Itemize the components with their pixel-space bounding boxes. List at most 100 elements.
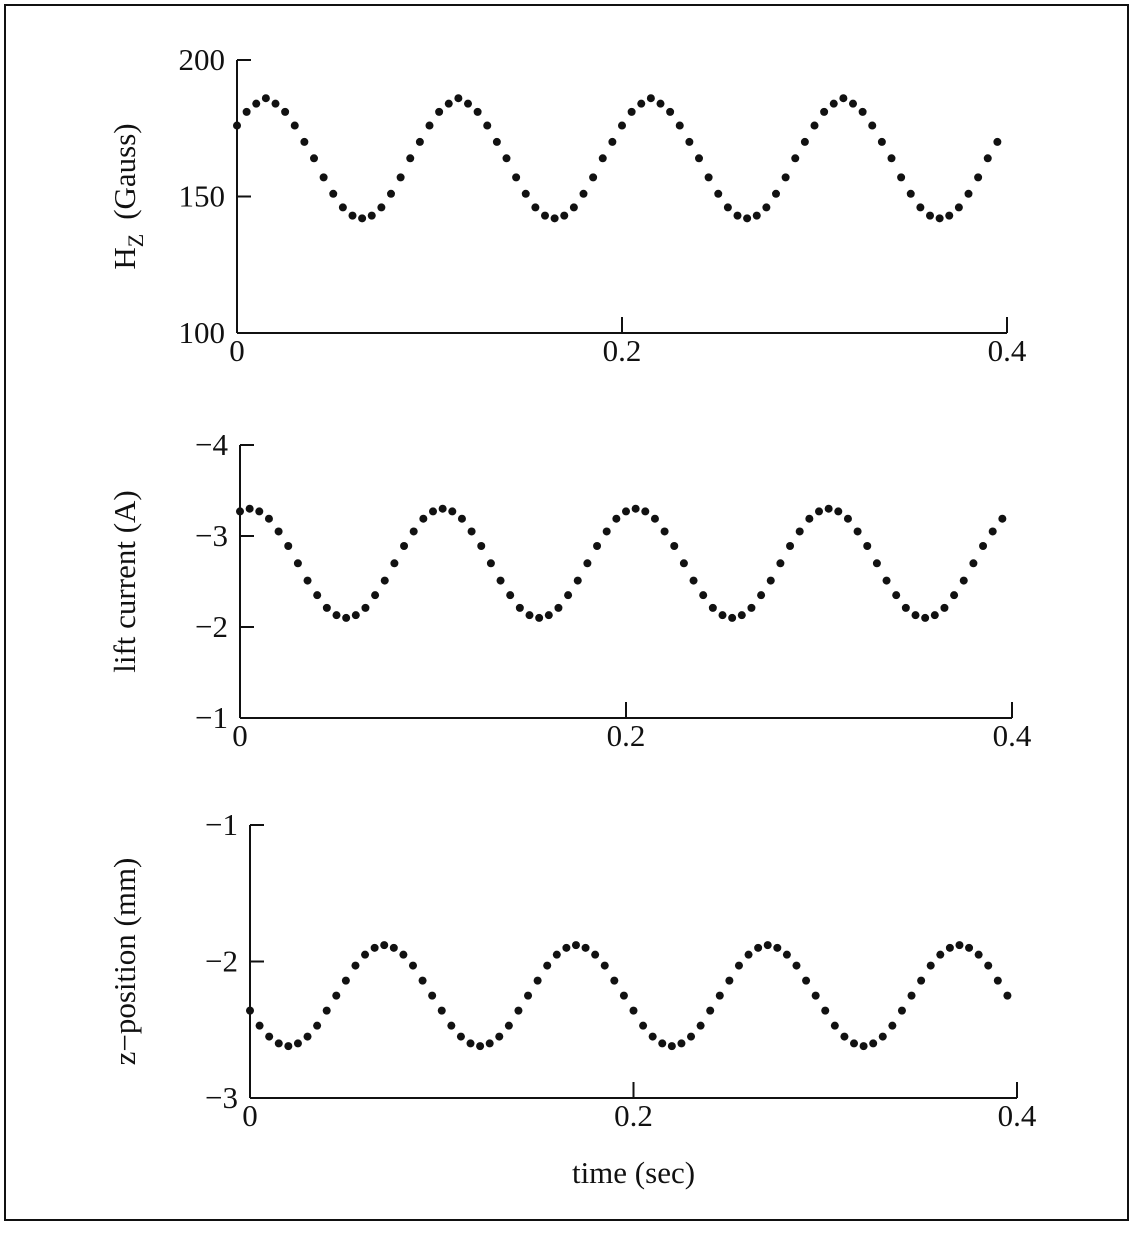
data-point — [872, 559, 881, 568]
data-point — [361, 950, 370, 959]
data-point — [415, 137, 424, 146]
data-point — [448, 507, 457, 516]
data-point — [521, 189, 530, 198]
data-point — [650, 514, 659, 523]
data-point — [763, 941, 772, 950]
data-point — [988, 527, 997, 536]
data-point — [492, 137, 501, 146]
data-point — [319, 173, 328, 182]
data-point — [850, 1039, 859, 1048]
x-tick-label: 0.2 — [614, 1098, 653, 1133]
data-point — [737, 611, 746, 620]
data-point — [782, 950, 791, 959]
data-point — [781, 173, 790, 182]
data-point — [772, 189, 780, 198]
data-point — [380, 576, 389, 585]
data-point — [495, 1032, 504, 1041]
y-tick-label: −3 — [195, 518, 228, 553]
y-tick-label: −1 — [195, 700, 228, 735]
data-point — [824, 504, 833, 513]
data-point — [322, 1006, 331, 1015]
data-point — [329, 189, 338, 198]
data-point — [733, 211, 742, 220]
data-point — [367, 211, 376, 220]
data-point — [612, 514, 621, 523]
x-tick-label: 0.4 — [998, 1098, 1037, 1133]
data-point — [679, 559, 688, 568]
data-point — [641, 507, 650, 516]
data-point — [858, 107, 867, 116]
x-tick-label: 0.4 — [988, 333, 1027, 368]
data-point — [409, 527, 418, 536]
data-point — [571, 941, 580, 950]
data-point — [589, 173, 598, 182]
data-point — [699, 591, 708, 600]
data-point — [685, 137, 694, 146]
data-point — [897, 1006, 906, 1015]
data-point — [887, 154, 896, 163]
data-point — [786, 542, 795, 551]
data-point — [734, 961, 743, 970]
data-point — [752, 211, 761, 220]
data-point — [792, 961, 801, 970]
data-point — [380, 941, 389, 950]
data-point — [708, 603, 717, 612]
data-point — [821, 1006, 830, 1015]
data-point — [464, 99, 472, 108]
data-point — [533, 976, 542, 985]
data-point — [637, 99, 646, 108]
data-point — [853, 527, 862, 536]
data-point — [696, 1021, 705, 1030]
data-point — [897, 173, 906, 182]
data-point — [974, 950, 983, 959]
data-point — [863, 542, 872, 551]
y-tick-label: −2 — [195, 609, 228, 644]
data-point — [882, 576, 891, 585]
data-point — [600, 961, 609, 970]
data-point — [322, 603, 331, 612]
data-point — [983, 154, 992, 163]
data-point — [1003, 991, 1012, 1000]
data-point — [573, 576, 582, 585]
data-point — [811, 991, 820, 1000]
data-point — [399, 950, 408, 959]
data-point — [954, 203, 963, 212]
data-point — [723, 203, 732, 212]
data-point — [916, 203, 925, 212]
y-axis-label: HZ (Gauss) — [107, 123, 148, 269]
data-point — [718, 611, 727, 620]
data-point — [554, 603, 563, 612]
data-point — [284, 1042, 293, 1051]
data-point — [341, 976, 350, 985]
data-point — [762, 203, 771, 212]
x-tick-label: 0.2 — [603, 333, 642, 368]
data-point — [486, 559, 495, 568]
data-point — [959, 576, 968, 585]
data-point — [425, 121, 434, 130]
data-point — [504, 1021, 513, 1030]
data-point — [892, 591, 901, 600]
data-point — [670, 542, 679, 551]
data-point — [371, 591, 380, 600]
y-label-main: z−position (mm) — [107, 858, 142, 1066]
data-point — [810, 121, 819, 130]
data-point — [839, 94, 848, 103]
data-point — [447, 1021, 456, 1030]
data-point — [993, 976, 1002, 985]
data-point — [888, 1021, 897, 1030]
data-point — [293, 1039, 302, 1048]
data-point — [284, 542, 293, 551]
data-point — [502, 154, 511, 163]
data-point — [935, 214, 944, 223]
data-point — [274, 1039, 283, 1048]
data-point — [476, 1042, 485, 1051]
data-point — [728, 613, 737, 622]
data-point — [714, 189, 723, 198]
data-point — [358, 214, 367, 223]
data-point — [800, 137, 809, 146]
frame — [4, 4, 1129, 1221]
data-point — [303, 1032, 312, 1041]
data-point — [552, 950, 561, 959]
data-point — [387, 189, 395, 198]
data-point — [245, 504, 254, 513]
